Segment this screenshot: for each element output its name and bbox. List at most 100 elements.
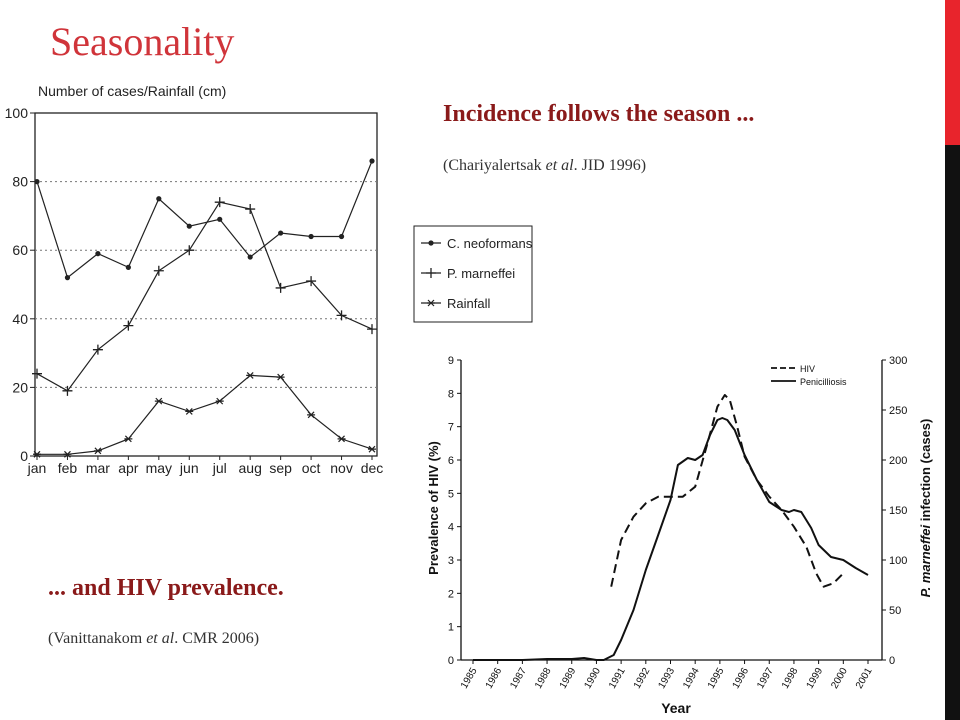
chart2-left-tick-label: 1 (448, 622, 454, 634)
chart1-xtick-label: sep (269, 460, 292, 476)
chart2-legend: HIV Penicilliosis (771, 364, 847, 387)
legend-items: C. neoformans P. marneffei Rainfall (421, 236, 533, 311)
chart1-xtick-label: feb (58, 460, 78, 476)
point-c-neoformans (369, 158, 375, 164)
chart2-xlabel: Year (661, 700, 691, 716)
chart2-x-tick-label: 1994 (681, 666, 702, 691)
chart1-xtick-label: jun (179, 460, 199, 476)
legend-label-penicilliosis: Penicilliosis (800, 377, 847, 387)
legend-label-p-marneffei: P. marneffei (447, 266, 515, 281)
point-c-neoformans (217, 216, 223, 222)
point-p-marneffei (245, 204, 256, 215)
chart2-x-tick-label: 1992 (632, 666, 653, 691)
chart2-left-tick-label: 2 (448, 588, 454, 600)
chart2-x-tick-label: 1989 (558, 666, 579, 691)
chart2-x-tick-label: 1995 (706, 666, 727, 691)
series-line-c-neoformans (36, 160, 373, 279)
legend-marker-c-neoformans (428, 240, 434, 246)
accent-bar-black (945, 145, 960, 720)
chart1-plot-frame (34, 112, 378, 457)
chart2-x-tick-label: 1990 (582, 666, 603, 691)
chart1-series-group (32, 158, 377, 458)
point-rainfall (154, 397, 163, 405)
point-p-marneffei (275, 282, 286, 293)
chart2-x-tick-label: 1986 (484, 666, 505, 691)
point-p-marneffei (306, 276, 317, 287)
point-c-neoformans (95, 251, 101, 257)
point-rainfall (246, 371, 255, 379)
citation1-after: . JID 1996) (573, 157, 647, 174)
point-p-marneffei (367, 324, 377, 335)
chart2-x-tick-label: 1996 (731, 666, 752, 691)
chart2-left-ticks: 0 1 2 3 4 5 6 7 8 9 (448, 355, 461, 667)
slide-title: Seasonality (50, 19, 235, 64)
chart2-x-ticks: 1985 1986 1987 1988 1989 1990 1991 1992 1993 1994… (459, 660, 875, 691)
chart1-xtick-label: mar (86, 460, 110, 476)
chart2-x-tick-label: 1987 (508, 666, 529, 691)
point-c-neoformans (338, 233, 345, 240)
seasonality-legend: C. neoformans P. marneffei Rainfall (413, 225, 533, 323)
chart1-xtick-label: aug (239, 460, 262, 476)
chart2-x-tick-label: 1985 (459, 666, 480, 691)
series-line-hiv (610, 394, 845, 588)
chart1-xtick-label: jan (27, 460, 47, 476)
point-rainfall (93, 447, 102, 455)
chart1-y-ticks: 0 20 40 60 80 100 (5, 105, 35, 464)
chart2-right-tick-label: 250 (889, 405, 907, 417)
point-p-marneffei (32, 368, 42, 379)
point-rainfall (124, 435, 133, 443)
legend-label-rainfall: Rainfall (447, 296, 490, 311)
point-p-marneffei (336, 310, 347, 321)
chart1-ytick-label: 60 (12, 242, 28, 258)
chart2-right-tick-label: 150 (889, 505, 907, 517)
citation1-before: (Chariyalertsak (443, 157, 546, 174)
citation2-before: (Vanittanakom (48, 630, 147, 647)
chart2-x-tick-label: 1988 (533, 666, 554, 691)
chart1-grid (35, 181, 377, 388)
point-c-neoformans (186, 223, 192, 229)
legend-label-hiv: HIV (800, 364, 815, 374)
chart1-ytick-label: 0 (20, 448, 28, 464)
point-rainfall (63, 450, 72, 458)
chart2-ylabel-right: P. marneffei infection (cases) (918, 419, 933, 598)
chart2-x-tick-label: 1997 (755, 666, 776, 691)
point-p-marneffei (153, 265, 164, 276)
point-c-neoformans (247, 254, 253, 260)
chart2-right-tick-label: 50 (889, 605, 901, 617)
chart2-right-tick-label: 200 (889, 455, 907, 467)
heading-hiv: ... and HIV prevalence. (48, 575, 284, 601)
chart1-xtick-label: may (146, 460, 172, 476)
heading-season: Incidence follows the season ... (443, 101, 755, 127)
chart2-ylabel-left: Prevalence of HIV (%) (426, 441, 441, 575)
point-p-marneffei (184, 245, 195, 256)
chart1-xtick-label: nov (330, 460, 353, 476)
point-rainfall (276, 373, 285, 381)
chart1-ytick-label: 20 (12, 379, 28, 395)
point-p-marneffei (123, 320, 134, 331)
chart2-axes (460, 360, 883, 661)
accent-bar-red (945, 0, 960, 145)
point-c-neoformans (64, 275, 71, 281)
point-c-neoformans (278, 230, 284, 236)
chart2-left-tick-label: 9 (448, 355, 454, 367)
chart2-x-tick-label: 2000 (829, 666, 850, 691)
point-rainfall (368, 445, 376, 453)
chart1-ylabel: Number of cases/Rainfall (cm) (38, 83, 226, 99)
chart1-xtick-label: dec (361, 460, 384, 476)
chart2-x-tick-label: 1999 (805, 666, 826, 691)
point-c-neoformans (125, 264, 131, 270)
citation-vanittanakom: (Vanittanakom et al. CMR 2006) (48, 630, 259, 648)
point-rainfall (33, 450, 41, 458)
point-c-neoformans (308, 233, 314, 240)
chart2-right-tick-label: 0 (889, 655, 895, 667)
chart2-x-tick-label: 1991 (607, 666, 628, 691)
point-p-marneffei (92, 344, 103, 355)
legend-marker-rainfall (427, 299, 435, 307)
point-p-marneffei (214, 197, 225, 208)
chart2-x-tick-label: 1993 (656, 666, 677, 691)
chart2-x-tick-label: 1998 (780, 666, 801, 691)
series-line-rainfall (37, 374, 373, 455)
citation2-italic: et al (146, 630, 175, 647)
point-rainfall (215, 397, 224, 405)
